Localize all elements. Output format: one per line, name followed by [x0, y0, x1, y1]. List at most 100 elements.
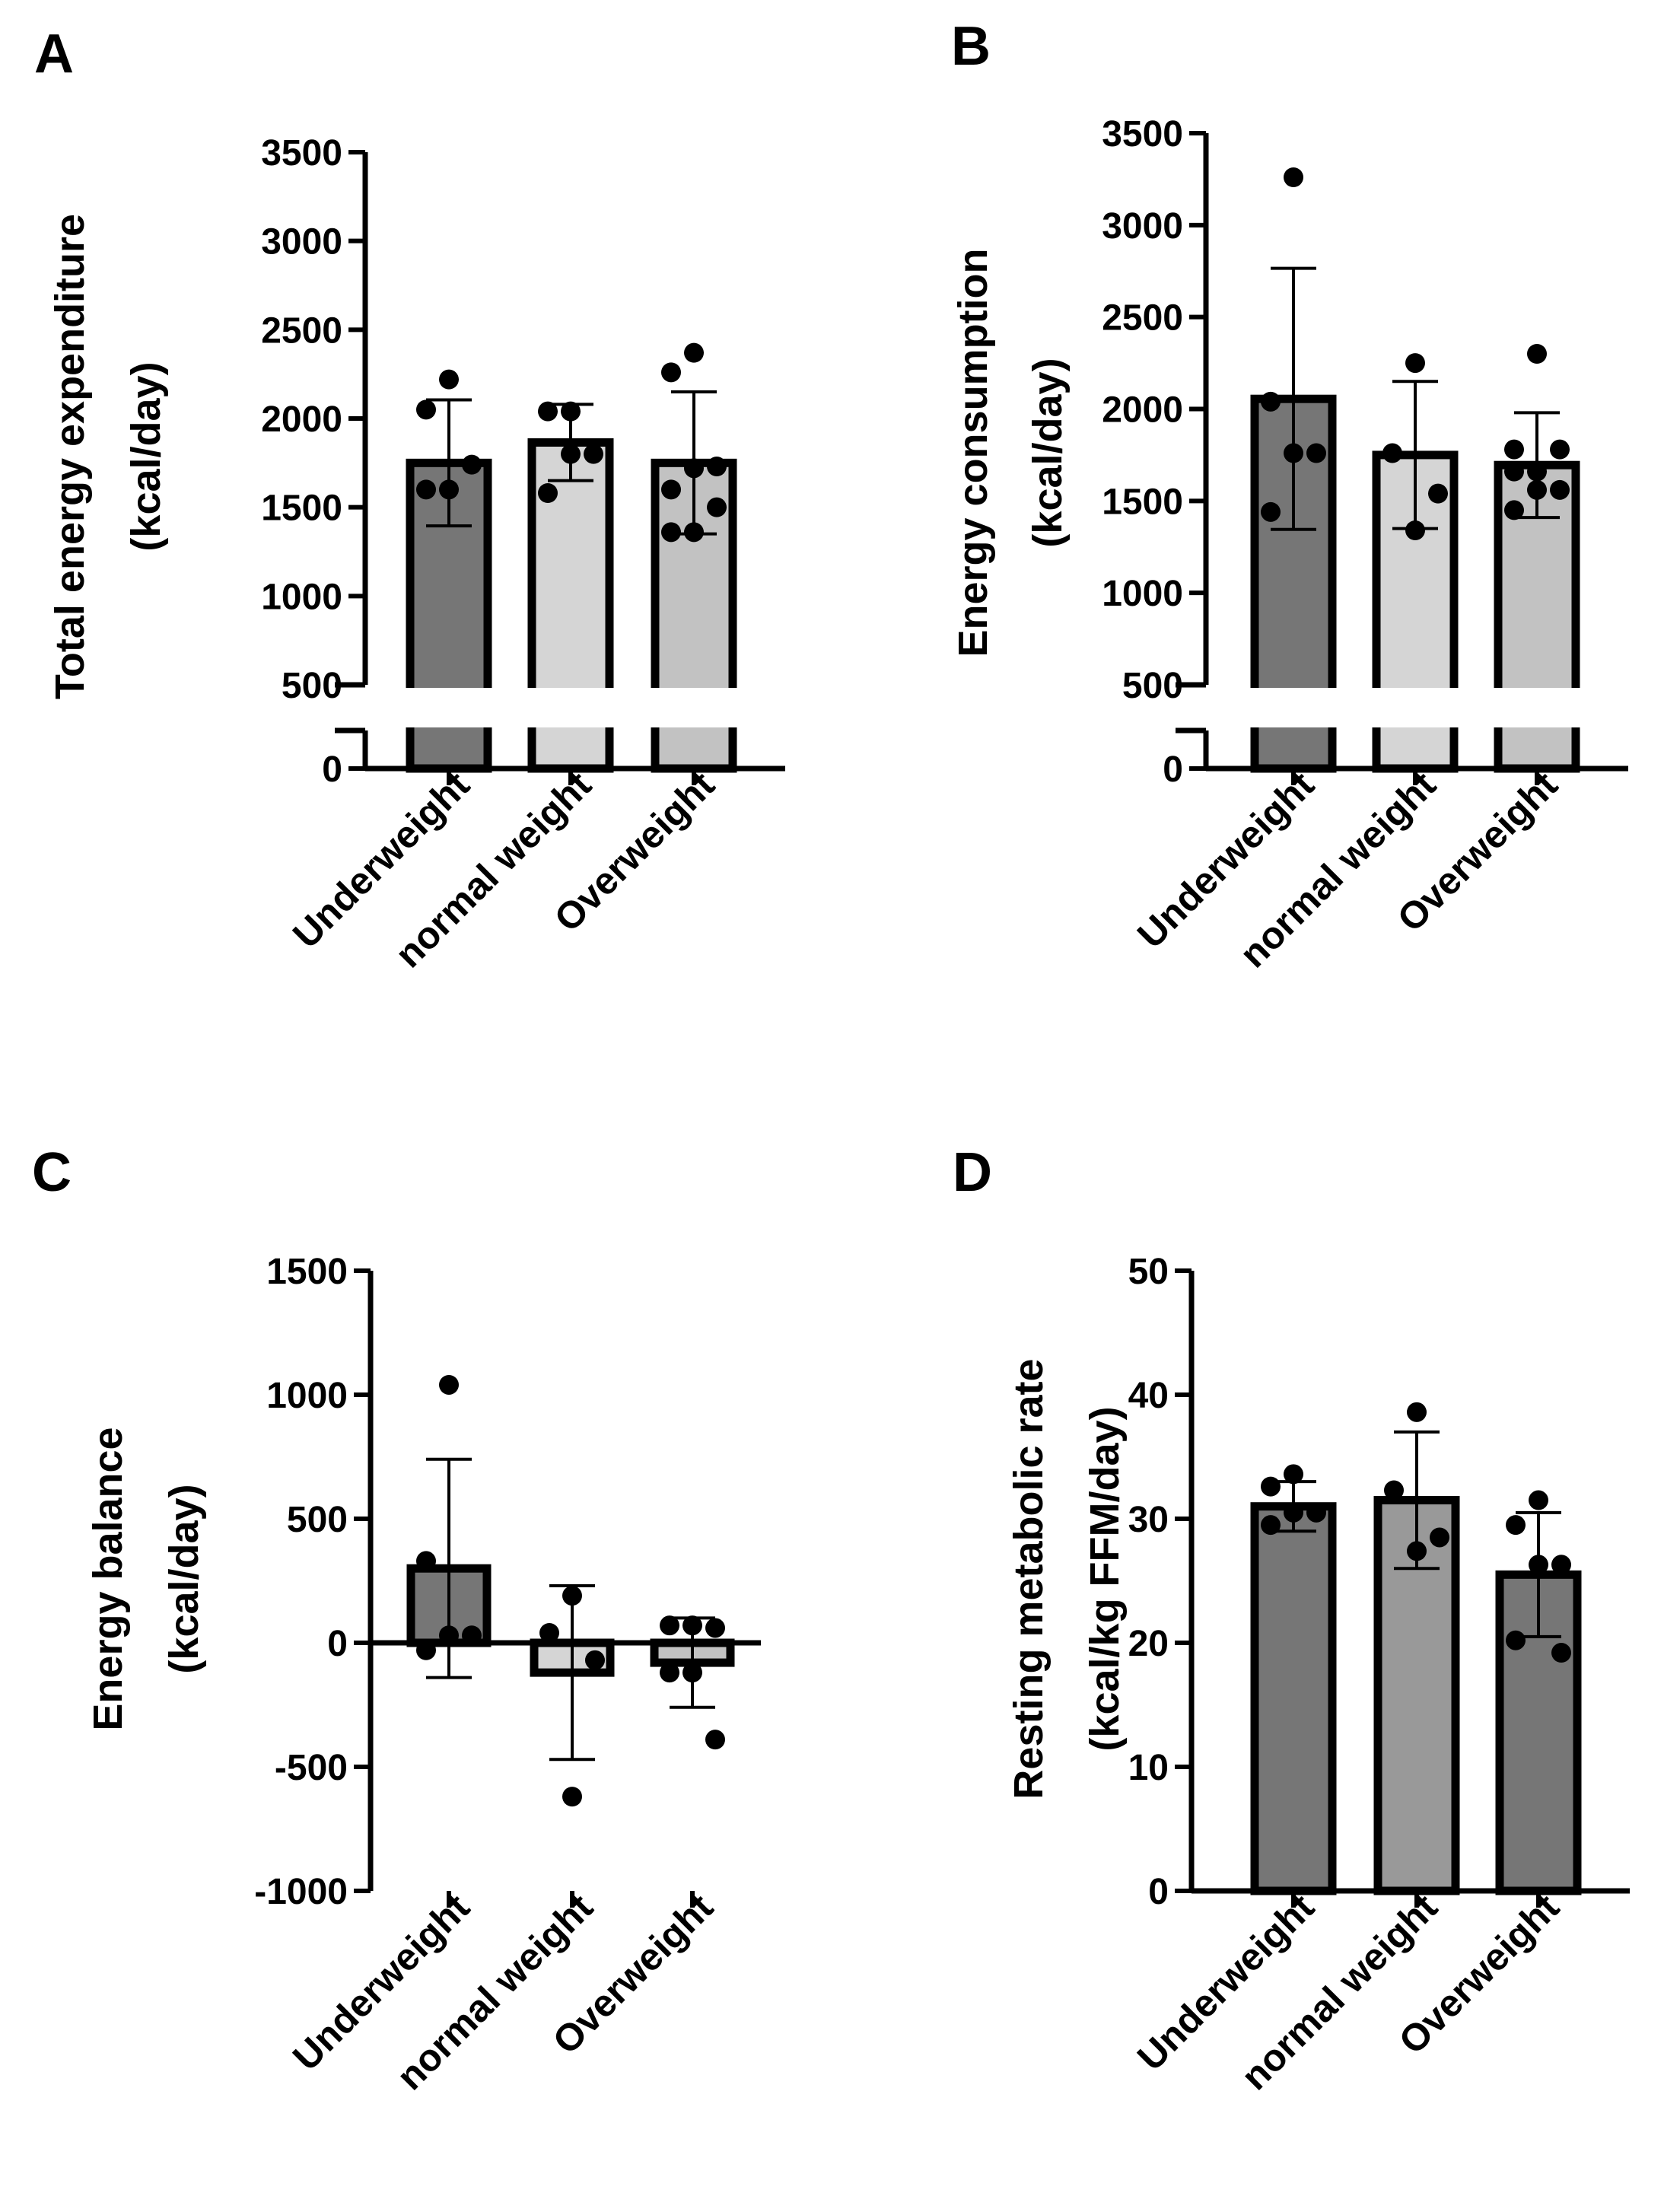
- data-point: [707, 497, 727, 517]
- y-tick-label: 0: [322, 750, 342, 790]
- y-tick-label: 1500: [1102, 482, 1183, 522]
- y-tick-label: 2000: [261, 399, 342, 440]
- data-point: [1261, 501, 1281, 522]
- data-point: [1504, 439, 1524, 460]
- panel-label-c: C: [32, 1142, 72, 1203]
- data-point: [684, 458, 704, 479]
- data-point: [661, 479, 681, 500]
- y-tick-label: 1000: [266, 1376, 348, 1416]
- y-axis-title-line-1: Energy balance: [85, 1427, 131, 1730]
- y-tick-label: 2500: [261, 310, 342, 351]
- y-tick-label: 1000: [261, 577, 342, 617]
- data-point: [439, 1374, 459, 1395]
- y-tick-label: 2500: [1102, 298, 1183, 339]
- axis-break-gap: [373, 688, 793, 727]
- y-axis-title-line-1: Energy consumption: [950, 248, 996, 657]
- data-point: [562, 1586, 582, 1606]
- data-point: [538, 483, 558, 503]
- data-point: [1384, 1480, 1404, 1501]
- y-axis-title-line-1: Resting metabolic rate: [1006, 1358, 1052, 1799]
- data-point: [439, 479, 459, 500]
- data-point: [416, 479, 436, 500]
- data-point: [1284, 167, 1303, 187]
- data-point: [1527, 479, 1547, 500]
- data-point: [660, 1663, 679, 1683]
- data-point: [661, 362, 681, 383]
- data-point: [1407, 1541, 1427, 1561]
- data-point: [705, 1618, 725, 1638]
- axis-break-gap: [1214, 688, 1636, 727]
- data-point: [1550, 439, 1570, 460]
- data-point: [705, 1730, 725, 1750]
- data-point: [562, 1787, 582, 1807]
- y-axis-title-line-2: (kcal/day): [1025, 358, 1071, 547]
- data-point: [1407, 1402, 1427, 1422]
- y-axis-title-line-1: Total energy expenditure: [47, 214, 93, 699]
- data-point: [416, 1551, 436, 1571]
- y-tick-label: 3500: [261, 133, 342, 173]
- y-tick-label: 0: [327, 1624, 348, 1664]
- data-point: [584, 444, 603, 464]
- panel-d: D Resting metabolic rate (kcal/kg FFM/day)…: [953, 1142, 1630, 2098]
- data-point: [439, 1625, 459, 1646]
- data-point: [684, 342, 704, 363]
- y-tick-label: 30: [1128, 1500, 1169, 1540]
- y-tick-label: 10: [1128, 1748, 1169, 1788]
- y-axis-title-line-2: (kcal/day): [123, 361, 169, 551]
- y-tick-label: 1500: [266, 1252, 348, 1292]
- data-point: [682, 1615, 702, 1636]
- y-tick-label: 2000: [1102, 390, 1183, 431]
- y-tick-label: 3000: [1102, 206, 1183, 247]
- data-point: [416, 399, 436, 420]
- data-point: [439, 369, 459, 390]
- data-point: [1306, 1502, 1326, 1523]
- data-point: [539, 1622, 559, 1643]
- data-point: [1261, 1515, 1281, 1536]
- y-tick-label: 3000: [261, 222, 342, 263]
- y-tick-label: 500: [282, 666, 342, 706]
- y-tick-label: 1000: [1102, 574, 1183, 614]
- data-point: [416, 1640, 436, 1660]
- y-axis-title-line-2: (kcal/kg FFM/day): [1082, 1406, 1128, 1751]
- y-tick-label: 40: [1128, 1376, 1169, 1416]
- y-tick-label: -500: [275, 1748, 348, 1788]
- y-tick-label: 0: [1148, 1872, 1169, 1912]
- data-point: [1504, 500, 1524, 520]
- data-point: [1506, 1515, 1526, 1536]
- data-point: [1527, 461, 1547, 482]
- y-tick-label: -1000: [254, 1872, 348, 1912]
- data-point: [462, 1625, 482, 1646]
- data-point: [561, 444, 581, 464]
- y-tick-label: 1500: [261, 489, 342, 529]
- data-point: [1551, 1555, 1571, 1575]
- y-tick-label: 20: [1128, 1624, 1169, 1664]
- y-axis-title-line-2: (kcal/day): [161, 1484, 207, 1673]
- data-point: [1284, 1464, 1303, 1485]
- data-point: [462, 454, 482, 475]
- data-point: [1551, 1643, 1571, 1663]
- data-point: [1529, 1490, 1548, 1510]
- y-tick-label: 500: [1122, 666, 1183, 706]
- data-point: [660, 1615, 679, 1636]
- data-point: [1430, 1527, 1449, 1548]
- data-point: [1529, 1555, 1548, 1575]
- data-point: [1550, 479, 1570, 500]
- data-point: [1261, 391, 1281, 412]
- panel-label-b: B: [951, 16, 991, 77]
- data-point: [561, 401, 581, 422]
- data-point: [1405, 353, 1425, 374]
- y-tick-label: 3500: [1102, 114, 1183, 154]
- data-point: [538, 401, 558, 422]
- data-point: [684, 522, 704, 543]
- data-point: [585, 1650, 605, 1670]
- y-tick-label: 50: [1128, 1252, 1169, 1292]
- data-point: [707, 457, 727, 476]
- panel-label-a: A: [34, 24, 74, 84]
- data-point: [1428, 483, 1448, 504]
- data-point: [1382, 443, 1402, 463]
- data-point: [1527, 344, 1547, 364]
- data-point: [682, 1663, 702, 1683]
